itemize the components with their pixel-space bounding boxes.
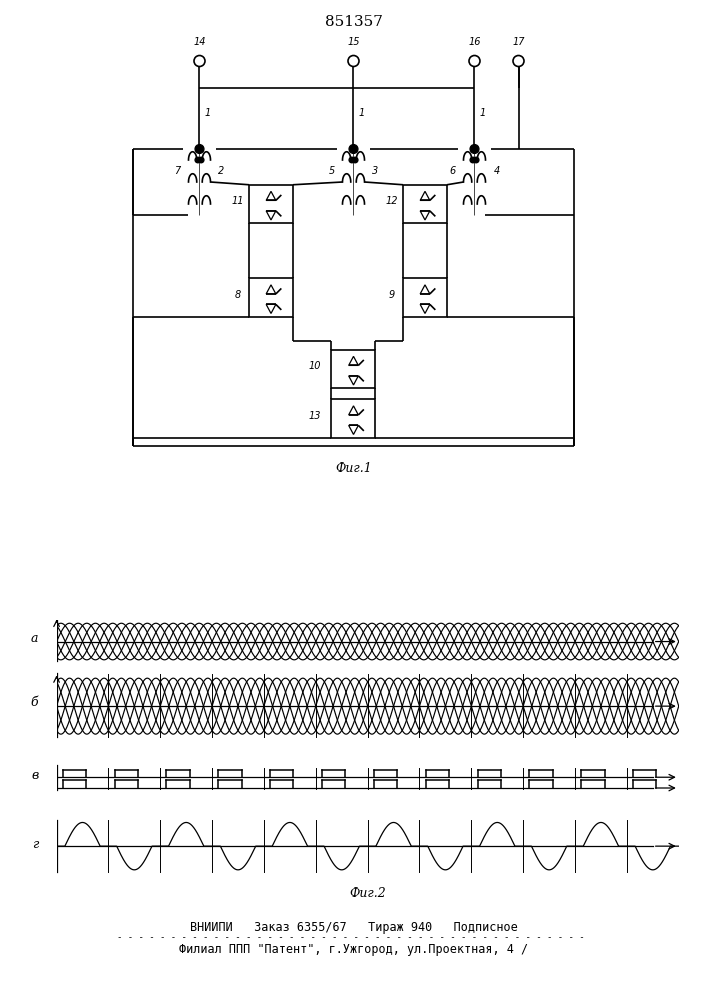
Text: 17: 17 xyxy=(513,37,525,47)
Polygon shape xyxy=(349,376,358,385)
Polygon shape xyxy=(349,406,358,415)
Circle shape xyxy=(470,145,479,153)
Circle shape xyxy=(195,157,201,163)
Text: 10: 10 xyxy=(309,361,321,371)
Text: б: б xyxy=(31,696,38,709)
Circle shape xyxy=(469,55,480,66)
Text: 1: 1 xyxy=(479,108,486,118)
Bar xyxy=(332,350,375,388)
Circle shape xyxy=(199,157,204,163)
Polygon shape xyxy=(420,285,430,294)
Polygon shape xyxy=(420,211,430,220)
Text: ВНИИПИ   Заказ 6355/67   Тираж 940   Подписное: ВНИИПИ Заказ 6355/67 Тираж 940 Подписное xyxy=(189,922,518,934)
Text: 2: 2 xyxy=(218,166,225,176)
Text: 8: 8 xyxy=(235,290,241,300)
Text: 1: 1 xyxy=(358,108,365,118)
Text: Филиал ППП "Патент", г.Ужгород, ул.Проектная, 4 /: Филиал ППП "Патент", г.Ужгород, ул.Проек… xyxy=(179,944,528,956)
Text: 12: 12 xyxy=(386,196,398,206)
Text: Фиг.1: Фиг.1 xyxy=(335,462,372,475)
Text: 3: 3 xyxy=(373,166,379,176)
Polygon shape xyxy=(420,304,430,313)
Text: - - - - - - - - - - - - - - - - - - - - - - - - - - - - - - - - - - - - - - - - : - - - - - - - - - - - - - - - - - - - - … xyxy=(117,934,590,942)
Text: 9: 9 xyxy=(389,290,395,300)
Circle shape xyxy=(195,145,204,153)
Bar xyxy=(332,399,375,438)
Text: 5: 5 xyxy=(328,166,334,176)
Text: 1: 1 xyxy=(204,108,211,118)
Circle shape xyxy=(349,157,355,163)
Circle shape xyxy=(349,145,358,153)
Text: 7: 7 xyxy=(175,166,180,176)
Text: 11: 11 xyxy=(232,196,244,206)
Circle shape xyxy=(470,157,476,163)
Text: 13: 13 xyxy=(309,411,321,421)
Bar xyxy=(403,185,447,223)
Text: Фиг.2: Фиг.2 xyxy=(349,887,386,900)
Polygon shape xyxy=(266,211,276,220)
Polygon shape xyxy=(420,191,430,200)
Circle shape xyxy=(194,55,205,66)
Text: 6: 6 xyxy=(450,166,455,176)
Text: 16: 16 xyxy=(468,37,481,47)
Polygon shape xyxy=(266,191,276,200)
Bar xyxy=(403,278,447,317)
Polygon shape xyxy=(349,425,358,434)
Text: г: г xyxy=(32,838,38,850)
Circle shape xyxy=(352,157,358,163)
Bar xyxy=(249,185,293,223)
Text: в: в xyxy=(31,769,38,782)
Polygon shape xyxy=(266,304,276,313)
Circle shape xyxy=(348,55,359,66)
Circle shape xyxy=(474,157,479,163)
Text: a: a xyxy=(31,632,38,645)
Text: 851357: 851357 xyxy=(325,15,382,29)
Polygon shape xyxy=(266,285,276,294)
Polygon shape xyxy=(349,356,358,365)
Text: 14: 14 xyxy=(193,37,206,47)
Text: 4: 4 xyxy=(493,166,500,176)
Bar xyxy=(249,278,293,317)
Circle shape xyxy=(513,55,524,66)
Text: 15: 15 xyxy=(347,37,360,47)
